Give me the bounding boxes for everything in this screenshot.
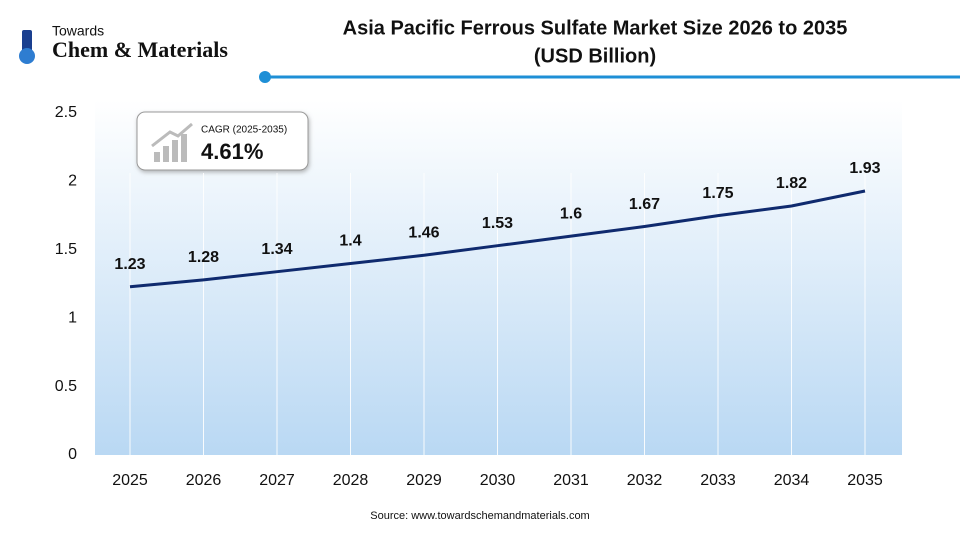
y-tick-label: 2 bbox=[68, 173, 77, 190]
data-label: 1.4 bbox=[339, 233, 361, 250]
x-tick-label: 2030 bbox=[480, 472, 516, 489]
chart-title: Asia Pacific Ferrous Sulfate Market Size… bbox=[343, 17, 848, 39]
data-label: 1.67 bbox=[629, 196, 660, 213]
data-label: 1.34 bbox=[261, 241, 292, 258]
x-tick-label: 2034 bbox=[774, 472, 810, 489]
data-label: 1.46 bbox=[408, 224, 439, 241]
x-tick-label: 2028 bbox=[333, 472, 369, 489]
x-tick-label: 2032 bbox=[627, 472, 663, 489]
x-tick-label: 2033 bbox=[700, 472, 736, 489]
x-tick-label: 2029 bbox=[406, 472, 442, 489]
chart-subtitle: (USD Billion) bbox=[534, 45, 656, 67]
cagr-value: 4.61% bbox=[201, 139, 263, 164]
source: Source: www.towardschemandmaterials.com bbox=[370, 510, 589, 522]
line bbox=[129, 189, 866, 289]
data-label: 1.28 bbox=[188, 249, 219, 266]
logo-top: Towards bbox=[52, 23, 104, 39]
data-label: 1.93 bbox=[849, 160, 880, 177]
y-tick-label: 2.5 bbox=[55, 104, 77, 121]
x-tick-label: 2035 bbox=[847, 472, 883, 489]
y-tick-label: 0 bbox=[68, 446, 77, 463]
cagr-label: CAGR (2025-2035) bbox=[201, 125, 287, 136]
logo-name: Chem & Materials bbox=[52, 37, 228, 62]
cagr-box: CAGR (2025-2035) 4.61% bbox=[136, 111, 309, 171]
logo: Towards Chem & Materials bbox=[19, 23, 228, 64]
x-tick-label: 2031 bbox=[553, 472, 589, 489]
x-tick-label: 2027 bbox=[259, 472, 295, 489]
y-tick-label: 1 bbox=[68, 309, 77, 326]
data-label: 1.6 bbox=[560, 205, 582, 222]
data-label: 1.82 bbox=[776, 175, 807, 192]
data-label: 1.53 bbox=[482, 215, 513, 232]
data-label: 1.23 bbox=[114, 256, 145, 273]
x-tick-label: 2025 bbox=[112, 472, 148, 489]
data-label: 1.75 bbox=[702, 185, 733, 202]
y-tick-label: 0.5 bbox=[55, 378, 77, 395]
title-dot bbox=[259, 71, 271, 83]
y-tick-label: 1.5 bbox=[55, 241, 77, 258]
x-tick-label: 2026 bbox=[186, 472, 222, 489]
